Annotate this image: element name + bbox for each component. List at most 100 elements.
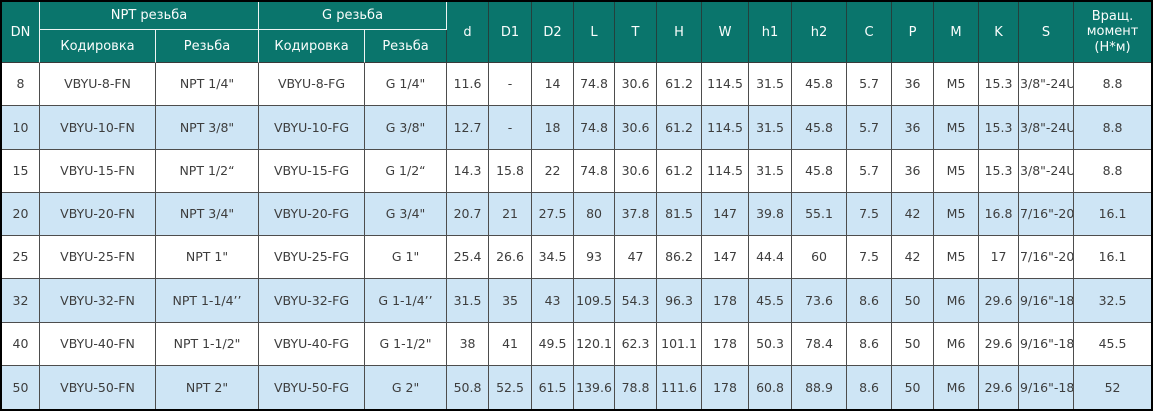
cell-k: 17 (979, 236, 1020, 280)
cell-h2: 45.8 (792, 149, 848, 193)
column-header-h1: h1 (749, 2, 793, 63)
cell-d1: 26.6 (489, 236, 533, 280)
cell-npt-thread: NPT 1/4" (156, 63, 260, 107)
cell-k: 29.6 (979, 279, 1020, 323)
table-row-dn-50: 50 VBYU-50-FN NPT 2" VBYU-50-FG G 2" 50.8 52.5… (2, 365, 1152, 409)
cell-h: 61.2 (657, 63, 703, 107)
cell-t: 30.6 (615, 149, 658, 193)
cell-npt-code: VBYU-20-FN (40, 192, 156, 236)
cell-h: 81.5 (657, 192, 703, 236)
table-body: 8 VBYU-8-FN NPT 1/4" VBYU-8-FG G 1/4" 11.6-14… (2, 63, 1152, 409)
cell-g-thread: G 1-1/4’’ (365, 279, 448, 323)
cell-g-code: VBYU-10-FG (259, 106, 366, 150)
cell-d2: 61.5 (532, 365, 575, 409)
column-header-l: L (574, 2, 616, 63)
cell-h1: 44.4 (749, 236, 793, 280)
cell-t: 47 (615, 236, 658, 280)
cell-p: 50 (892, 279, 935, 323)
cell-dn: 20 (2, 192, 40, 236)
cell-m: M5 (934, 192, 980, 236)
cell-g-thread: G 1/2“ (365, 149, 448, 193)
cell-w: 178 (702, 279, 750, 323)
cell-d2: 27.5 (532, 192, 575, 236)
cell-g-code: VBYU-25-FG (259, 236, 366, 280)
cell-d1: - (489, 63, 533, 107)
cell-w: 147 (702, 192, 750, 236)
cell-k: 15.3 (979, 149, 1020, 193)
table-header: DN NPT резьба G резьба d D1 D2 L T H W h… (2, 2, 1152, 63)
cell-g-thread: G 2" (365, 365, 448, 409)
cell-g-code: VBYU-20-FG (259, 192, 366, 236)
cell-l: 109.5 (574, 279, 616, 323)
cell-w: 114.5 (702, 106, 750, 150)
column-group-g: G резьба (259, 2, 448, 30)
cell-g-thread: G 1-1/2" (365, 322, 448, 366)
cell-w: 114.5 (702, 149, 750, 193)
column-header-d: d (447, 2, 490, 63)
cell-m: M6 (934, 279, 980, 323)
column-header-g-thread: Резьба (365, 30, 448, 63)
table-row-dn-10: 10 VBYU-10-FN NPT 3/8" VBYU-10-FG G 3/8" 12.7… (2, 106, 1152, 150)
cell-c: 8.6 (847, 365, 893, 409)
cell-h: 61.2 (657, 149, 703, 193)
cell-d2: 34.5 (532, 236, 575, 280)
cell-d: 25.4 (447, 236, 490, 280)
cell-d: 38 (447, 322, 490, 366)
cell-s: 3/8"-24UNF (1019, 106, 1075, 150)
cell-p: 50 (892, 322, 935, 366)
cell-w: 114.5 (702, 63, 750, 107)
cell-g-thread: G 3/4" (365, 192, 448, 236)
cell-g-code: VBYU-8-FG (259, 63, 366, 107)
column-header-s: S (1019, 2, 1075, 63)
cell-s: 3/8"-24UNF (1019, 149, 1075, 193)
cell-npt-thread: NPT 3/8" (156, 106, 260, 150)
column-group-npt: NPT резьба (40, 2, 260, 30)
cell-npt-code: VBYU-8-FN (40, 63, 156, 107)
cell-dn: 8 (2, 63, 40, 107)
cell-d2: 18 (532, 106, 575, 150)
cell-g-code: VBYU-40-FG (259, 322, 366, 366)
cell-torque: 32.5 (1074, 279, 1152, 323)
cell-p: 42 (892, 192, 935, 236)
cell-h2: 73.6 (792, 279, 848, 323)
table-row-dn-40: 40 VBYU-40-FN NPT 1-1/2" VBYU-40-FG G 1-1/2"… (2, 322, 1152, 366)
column-header-dn: DN (2, 2, 40, 63)
cell-s: 9/16"-18UNF (1019, 279, 1075, 323)
cell-npt-thread: NPT 1/2“ (156, 149, 260, 193)
cell-dn: 50 (2, 365, 40, 409)
cell-npt-code: VBYU-10-FN (40, 106, 156, 150)
cell-h: 111.6 (657, 365, 703, 409)
cell-l: 80 (574, 192, 616, 236)
cell-h: 61.2 (657, 106, 703, 150)
column-header-p: P (892, 2, 935, 63)
cell-w: 147 (702, 236, 750, 280)
cell-npt-thread: NPT 2" (156, 365, 260, 409)
cell-m: M5 (934, 63, 980, 107)
cell-npt-code: VBYU-40-FN (40, 322, 156, 366)
cell-k: 29.6 (979, 365, 1020, 409)
cell-dn: 25 (2, 236, 40, 280)
cell-t: 37.8 (615, 192, 658, 236)
cell-torque: 8.8 (1074, 106, 1152, 150)
table-row-dn-32: 32 VBYU-32-FN NPT 1-1/4’’ VBYU-32-FG G 1-1/4… (2, 279, 1152, 323)
cell-d1: 35 (489, 279, 533, 323)
cell-d: 20.7 (447, 192, 490, 236)
cell-k: 29.6 (979, 322, 1020, 366)
cell-g-code: VBYU-50-FG (259, 365, 366, 409)
cell-npt-thread: NPT 1-1/4’’ (156, 279, 260, 323)
cell-m: M6 (934, 322, 980, 366)
cell-npt-code: VBYU-15-FN (40, 149, 156, 193)
table-row-dn-25: 25 VBYU-25-FN NPT 1" VBYU-25-FG G 1" 25.4 26.6… (2, 236, 1152, 280)
cell-c: 5.7 (847, 106, 893, 150)
cell-s: 7/16"-20UNF (1019, 192, 1075, 236)
cell-torque: 52 (1074, 365, 1152, 409)
cell-h1: 31.5 (749, 106, 793, 150)
cell-m: M5 (934, 149, 980, 193)
cell-l: 74.8 (574, 149, 616, 193)
cell-c: 8.6 (847, 279, 893, 323)
cell-h1: 45.5 (749, 279, 793, 323)
cell-h2: 88.9 (792, 365, 848, 409)
cell-d: 14.3 (447, 149, 490, 193)
cell-torque: 8.8 (1074, 63, 1152, 107)
